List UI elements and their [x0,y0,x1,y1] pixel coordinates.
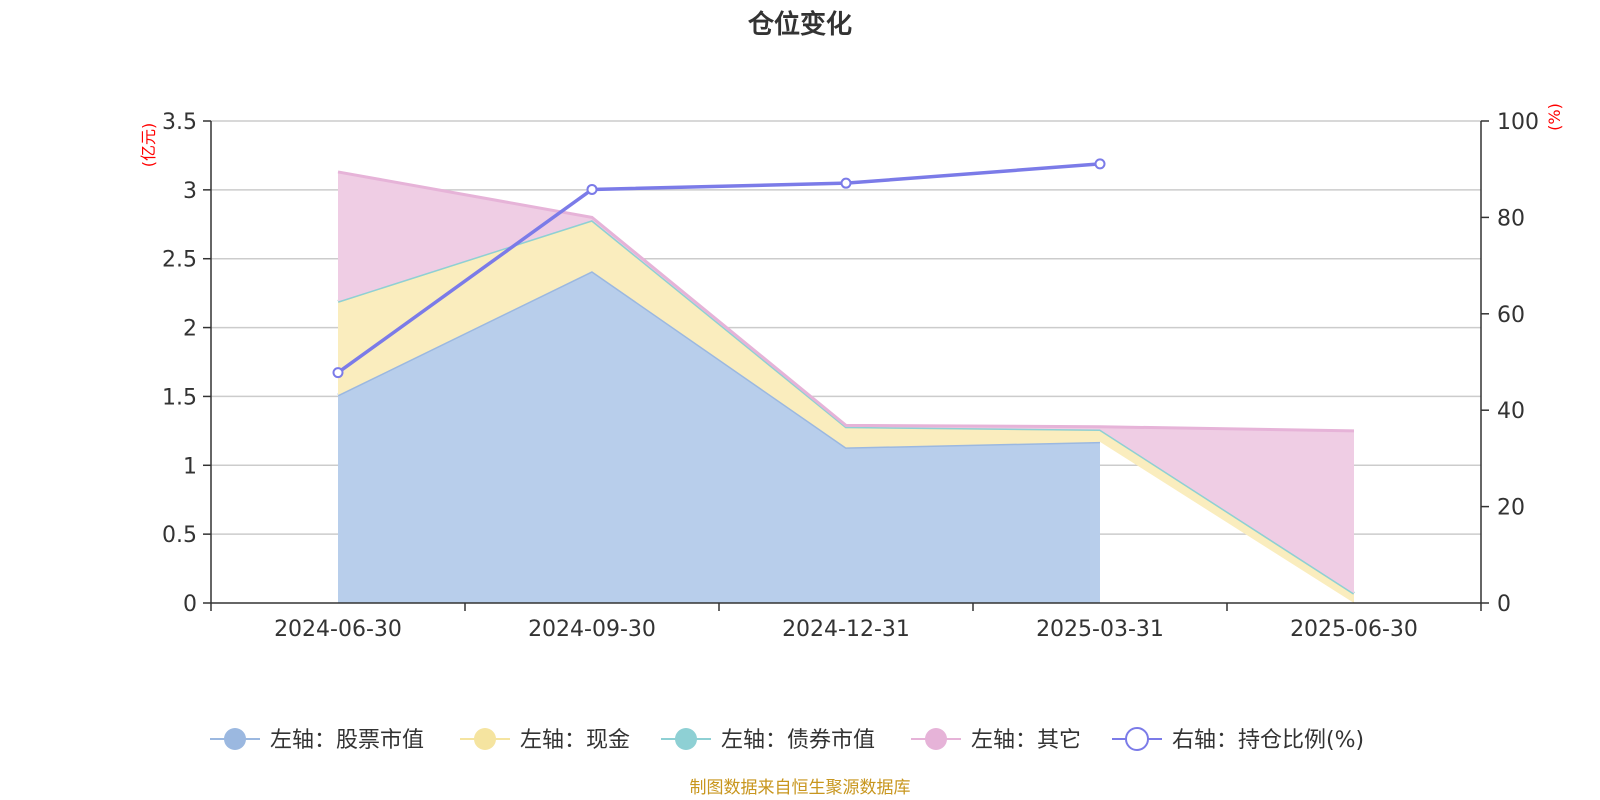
legend-item-2[interactable]: 左轴：债券市值 [661,728,875,753]
right-tick-label: 60 [1497,303,1525,328]
area-series-3 [338,171,1354,594]
left-tick-label: 3 [183,179,197,204]
holding-ratio-line [332,158,1106,379]
x-tick-label: 2025-03-31 [1036,617,1164,642]
axes: 0 0.5 1 1.5 2 2.5 3 3.5 0 20 40 60 80 100 2024-06-30 20… [162,110,1539,642]
x-tick-label: 2024-09-30 [528,617,656,642]
line-point[interactable] [1094,158,1106,170]
legend-item-1[interactable]: 左轴：现金 [460,728,630,753]
legend-marker-dot [675,728,697,750]
legend-marker-dot [925,728,947,750]
line-point[interactable] [586,183,598,195]
legend-item-4[interactable]: 右轴：持仓比例(%) [1112,727,1364,753]
legend[interactable]: 左轴：股票市值 左轴：现金 左轴：债券市值 左轴：其它 右轴：持仓比例(%) [210,727,1364,753]
legend-marker-dot [1125,727,1149,751]
legend-item-0[interactable]: 左轴：股票市值 [210,728,424,753]
right-axis-unit: (%) [1545,103,1564,131]
area-edge-3 [337,170,1355,433]
left-tick-label: 1.5 [162,385,197,410]
chart-title: 仓位变化 [747,9,852,40]
legend-item-3[interactable]: 左轴：其它 [911,728,1081,753]
left-tick-label: 0.5 [162,523,197,548]
left-tick-label: 1 [183,454,197,479]
right-tick-label: 0 [1497,592,1511,617]
area-series-0 [338,271,1100,603]
legend-label: 左轴：股票市值 [270,728,424,753]
legend-marker-dot [224,728,246,750]
legend-marker-dot [474,728,496,750]
legend-label: 左轴：现金 [520,728,630,753]
legend-label: 左轴：债券市值 [721,728,875,753]
right-tick-label: 40 [1497,399,1525,424]
x-tick-label: 2024-06-30 [274,617,402,642]
right-tick-label: 100 [1497,110,1539,135]
line-point[interactable] [840,177,852,189]
x-tick-label: 2025-06-30 [1290,617,1418,642]
right-tick-label: 80 [1497,206,1525,231]
left-tick-label: 3.5 [162,110,197,135]
x-tick-label: 2024-12-31 [782,617,910,642]
left-axis-unit: (亿元) [139,123,158,168]
left-tick-label: 0 [183,592,197,617]
legend-label: 右轴：持仓比例(%) [1172,728,1364,753]
line-point[interactable] [332,367,344,379]
line-series-path [336,162,1101,375]
legend-label: 左轴：其它 [971,728,1081,753]
left-tick-label: 2.5 [162,248,197,273]
footer-source: 制图数据来自恒生聚源数据库 [690,778,911,798]
left-tick-label: 2 [183,317,197,342]
stacked-areas [337,170,1355,603]
right-tick-label: 20 [1497,496,1525,521]
